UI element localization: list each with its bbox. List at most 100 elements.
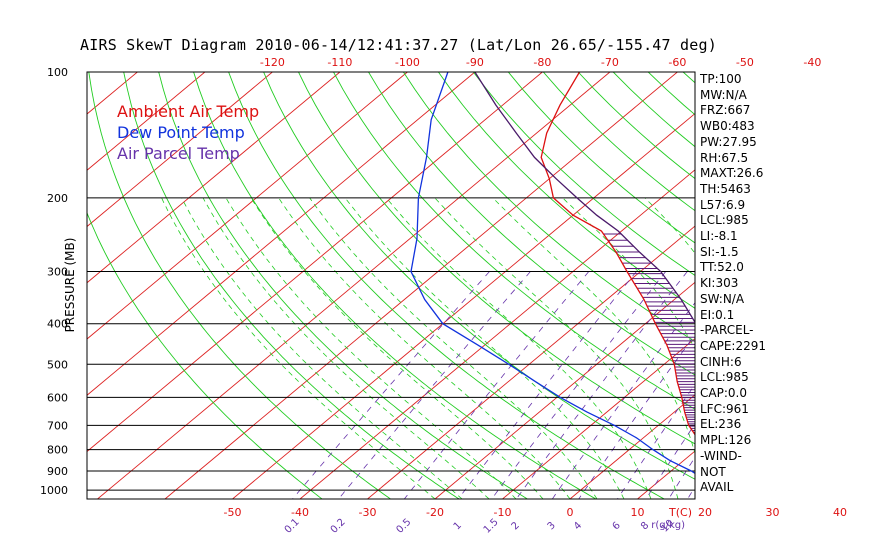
isotherm-line: [434, 281, 695, 499]
top-temp-tick-label: -60: [668, 56, 686, 69]
moist-adiabat-line: [492, 197, 695, 455]
dry-adiabat-line: [123, 72, 460, 499]
bottom-temp-tick-label: -10: [494, 506, 512, 519]
mixing-ratio-tick-label: 0.1: [283, 517, 302, 536]
bottom-temperature-tick-labels: -50 -40 -30 -20 -10 0 10 20 30 40 T(C): [224, 506, 847, 519]
mixing-ratio-tick-label: 3: [546, 520, 558, 532]
mixing-ratio-tick-label: 8: [639, 520, 651, 532]
legend-ambient: Ambient Air Temp: [117, 102, 260, 121]
index-panel-entry: -WIND-: [700, 448, 742, 463]
parcel-temp-line: [474, 72, 695, 324]
chart-legend: Ambient Air Temp Dew Point Temp Air Parc…: [117, 101, 259, 164]
legend-parcel: Air Parcel Temp: [117, 144, 240, 163]
isotherm-line: [0, 72, 70, 499]
index-panel-entry: LFC:961: [700, 401, 749, 416]
bottom-temp-tick-label: -40: [291, 506, 309, 519]
pressure-tick-label: 200: [47, 192, 68, 205]
bottom-temp-tick-label: 10: [631, 506, 645, 519]
moist-adiabat-line: [344, 197, 625, 499]
pressure-tick-label: 600: [47, 391, 68, 404]
pressure-tick-label: 500: [47, 358, 68, 371]
mixing-ratio-line: [292, 271, 490, 499]
pressure-tick-label: 400: [47, 318, 68, 331]
dry-adiabat-line: [193, 72, 597, 499]
mixing-ratio-line: [457, 271, 637, 499]
moist-adiabat-line: [386, 197, 652, 499]
moist-adiabat-line: [250, 197, 544, 499]
moist-adiabat-line: [562, 197, 695, 350]
top-temp-tick-label: -50: [736, 56, 754, 69]
mixing-ratio-tick-label: 0.5: [394, 517, 413, 536]
dewpoint-temp-line: [410, 72, 695, 475]
index-panel-entry: -PARCEL-: [700, 323, 754, 338]
index-panel-entry: AVAIL: [700, 480, 734, 495]
mixing-ratio-line: [788, 272, 870, 500]
sounding-series: [410, 72, 695, 475]
index-panel-entry: LI:-8.1: [700, 229, 738, 244]
top-temp-tick-label: -90: [466, 56, 484, 69]
dry-adiabat-lines: [87, 72, 870, 499]
top-temp-tick-label: -80: [533, 56, 551, 69]
top-temp-tick-label: -110: [327, 56, 352, 69]
dry-adiabat-line: [823, 72, 870, 499]
index-panel-entry: MAXT:26.6: [700, 166, 764, 181]
isotherm-line: [502, 337, 695, 499]
dry-adiabat-line: [158, 72, 528, 499]
isotherm-line: [87, 72, 206, 171]
cape-hatch-area: [603, 233, 695, 434]
dry-adiabat-line: [333, 72, 695, 410]
index-panel-entry: LCL:985: [700, 370, 749, 385]
isotherm-line: [232, 112, 695, 499]
y-axis-label: PRESSURE (MB): [63, 237, 77, 333]
isotherm-line: [299, 169, 695, 499]
isobar-lines: [87, 72, 695, 491]
isotherm-line: [164, 72, 678, 499]
plot-border: [86, 71, 696, 500]
dry-adiabat-line: [438, 72, 695, 309]
mixing-ratio-tick-labels: 0.1 0.2 0.5 1 1.5 2 3 4 6 8 10r(g/kg): [283, 517, 685, 536]
stability-index-panel: TP:100 MW:N/A FRZ:667 WB0:483 PW:27.95 RH:67.…: [700, 72, 766, 496]
isotherm-line: [569, 394, 695, 499]
pressure-tick-label: 300: [47, 266, 68, 279]
bottom-temp-tick-label: 30: [766, 506, 780, 519]
moist-adiabat-lines: [161, 197, 870, 499]
mixing-ratio-tick-label: 1.5: [482, 517, 501, 536]
index-panel-entry: NOT: [700, 464, 726, 479]
bottom-temp-tick-label: 20: [698, 506, 712, 519]
moist-adiabat-line: [181, 197, 463, 499]
pressure-tick-label: 700: [47, 419, 68, 432]
pressure-tick-label: 900: [47, 465, 68, 478]
mixing-ratio-line: [551, 302, 695, 499]
isotherm-lines: [0, 72, 695, 499]
moist-adiabat-line: [278, 197, 571, 499]
mixing-ratio-unit-label: r(g/kg): [651, 520, 685, 531]
index-panel-entry: WB0:483: [700, 119, 755, 134]
pressure-tick-label: 100: [47, 66, 68, 79]
mixing-ratio-line: [491, 271, 667, 499]
index-panel-entry: TH:5463: [700, 181, 751, 196]
isotherm-line: [0, 72, 2, 499]
dry-adiabat-line: [263, 72, 695, 480]
pressure-tick-label: 1000: [40, 484, 68, 497]
mixing-ratio-tick-label: 1: [452, 520, 464, 532]
isotherm-line: [367, 225, 695, 499]
mixing-ratio-line: [821, 272, 870, 500]
dry-adiabat-line: [87, 211, 323, 499]
index-panel-entry: SW:N/A: [700, 291, 745, 306]
moist-adiabat-line: [840, 198, 870, 499]
moist-adiabat-line: [202, 197, 490, 499]
dry-adiabat-line: [753, 72, 870, 499]
index-panel-entry: LCL:985: [700, 213, 749, 228]
index-panel-entry: MPL:126: [700, 433, 752, 448]
mixing-ratio-tick-label: 0.2: [329, 517, 348, 536]
index-panel-entry: SI:-1.5: [700, 244, 739, 259]
moist-adiabat-line: [813, 198, 831, 499]
top-temperature-tick-labels: -120 -110 -100 -90 -80 -70 -60 -50 -40: [260, 56, 821, 69]
pressure-tick-labels: 100 200 300 400 500 600 700 800 900 1000: [40, 66, 68, 497]
top-temp-tick-label: -100: [395, 56, 420, 69]
index-panel-entry: CAPE:2291: [700, 338, 766, 353]
bottom-temp-tick-label: -30: [359, 506, 377, 519]
plot-frame: [86, 71, 696, 500]
moist-adiabat-line: [309, 197, 598, 499]
